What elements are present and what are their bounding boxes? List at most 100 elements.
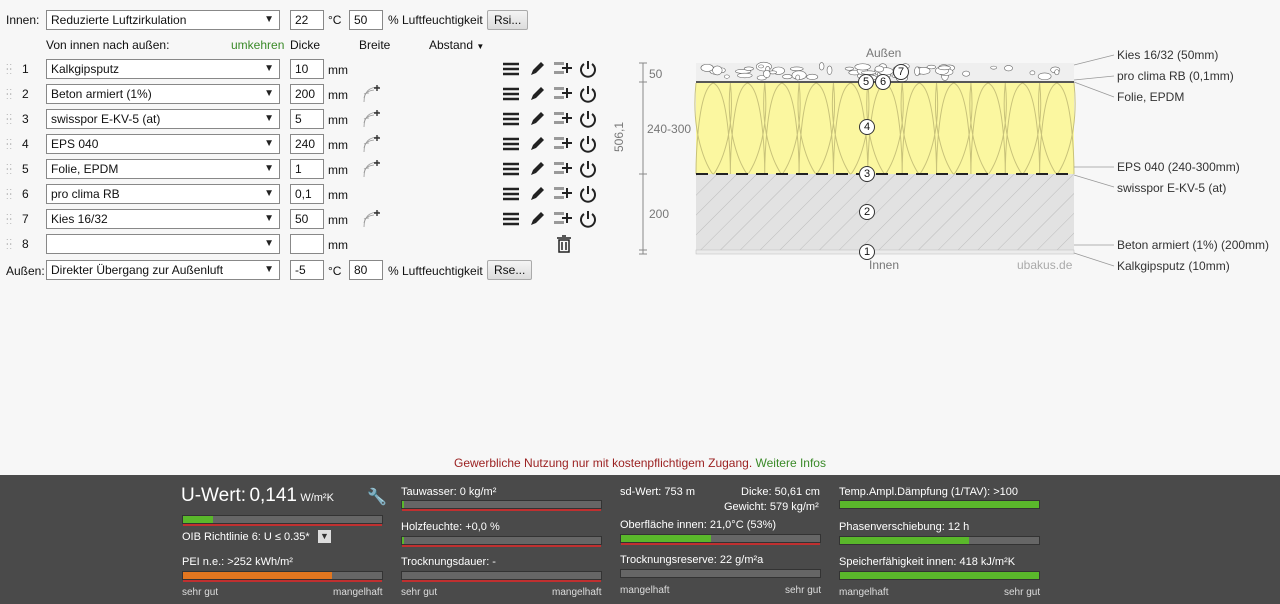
insert-layer-icon[interactable] <box>553 59 573 79</box>
thickness-input[interactable]: 240 <box>290 134 324 154</box>
add-wood-icon[interactable] <box>362 109 382 129</box>
uwert-bar <box>182 515 383 526</box>
menu-icon[interactable] <box>501 209 521 229</box>
commercial-notice: Gewerbliche Nutzung nur mit kostenpflich… <box>454 456 826 470</box>
menu-icon[interactable] <box>501 184 521 204</box>
insert-layer-icon[interactable] <box>553 134 573 154</box>
menu-icon[interactable] <box>501 134 521 154</box>
direction-label: Von innen nach außen: <box>46 38 170 52</box>
layer-number: 8 <box>22 237 29 251</box>
thickness-input[interactable]: 0,1 <box>290 184 324 204</box>
innen-humidity-input[interactable]: 50 <box>349 10 383 30</box>
aussen-label: Außen: <box>6 264 45 278</box>
material-select[interactable]: pro clima RB ▼ <box>46 184 280 204</box>
chevron-down-icon: ▼ <box>264 14 274 25</box>
add-wood-icon[interactable] <box>362 209 382 229</box>
reverse-link[interactable]: umkehren <box>231 38 285 52</box>
trocknungsreserve-label: Trocknungsreserve: 22 g/m²a <box>620 554 764 566</box>
insert-layer-icon[interactable] <box>553 184 573 204</box>
aussen-temp-input[interactable]: -5 <box>290 260 324 280</box>
power-icon[interactable] <box>578 159 598 179</box>
power-icon[interactable] <box>578 109 598 129</box>
thickness-input[interactable]: 1 <box>290 159 324 179</box>
insert-layer-icon[interactable] <box>553 159 573 179</box>
temp-unit: °C <box>328 264 342 278</box>
more-info-link[interactable]: Weitere Infos <box>755 456 826 470</box>
holzfeuchte-bar <box>401 536 602 547</box>
drag-handle-icon[interactable]: :::: <box>6 236 14 251</box>
power-icon[interactable] <box>578 84 598 104</box>
innen-climate-select[interactable]: Reduzierte Luftzirkulation ▼ <box>46 10 280 30</box>
trash-icon[interactable] <box>554 234 574 254</box>
material-select[interactable]: EPS 040 ▼ <box>46 134 280 154</box>
unit-label: mm <box>328 188 348 202</box>
dropdown-icon[interactable]: ▼ <box>318 530 331 543</box>
aussen-climate-select[interactable]: Direkter Übergang zur Außenluft ▼ <box>46 260 280 280</box>
spacing-header[interactable]: Abstand ▼ <box>429 38 485 52</box>
menu-icon[interactable] <box>501 159 521 179</box>
insert-layer-icon[interactable] <box>553 109 573 129</box>
tauwasser-label: Tauwasser: 0 kg/m² <box>401 486 497 498</box>
layer-number: 4 <box>22 137 29 151</box>
thickness-input[interactable] <box>290 234 324 254</box>
edit-pencil-icon[interactable] <box>527 84 547 104</box>
unit-label: mm <box>328 163 348 177</box>
humidity-label: % Luftfeuchtigkeit <box>388 264 483 278</box>
rsi-button[interactable]: Rsi... <box>487 10 529 30</box>
rse-button[interactable]: Rse... <box>487 260 533 280</box>
wrench-icon[interactable]: 🔧 <box>367 489 387 506</box>
menu-icon[interactable] <box>501 109 521 129</box>
drag-handle-icon[interactable]: :::: <box>6 61 14 76</box>
legend-item: swisspor E-KV-5 (at) <box>1117 181 1227 195</box>
edit-pencil-icon[interactable] <box>527 59 547 79</box>
thickness-input[interactable]: 200 <box>290 84 324 104</box>
insert-layer-icon[interactable] <box>553 84 573 104</box>
scale-good: sehr gut <box>785 585 822 596</box>
power-icon[interactable] <box>578 209 598 229</box>
material-select[interactable]: ▼ <box>46 234 280 254</box>
chevron-down-icon: ▼ <box>264 138 274 149</box>
add-wood-icon[interactable] <box>362 159 382 179</box>
drag-handle-icon[interactable]: :::: <box>6 86 14 101</box>
legend-item: Kies 16/32 (50mm) <box>1117 48 1219 62</box>
material-select[interactable]: Kalkgipsputz ▼ <box>46 59 280 79</box>
uwert-display: U-Wert: 0,141 W/m²K <box>181 485 334 506</box>
drag-handle-icon[interactable]: :::: <box>6 161 14 176</box>
material-select[interactable]: swisspor E-KV-5 (at) ▼ <box>46 109 280 129</box>
add-wood-icon[interactable] <box>362 134 382 154</box>
edit-pencil-icon[interactable] <box>527 184 547 204</box>
diagram-bottom-label: Innen <box>869 258 900 272</box>
edit-pencil-icon[interactable] <box>527 159 547 179</box>
power-icon[interactable] <box>578 184 598 204</box>
thickness-input[interactable]: 5 <box>290 109 324 129</box>
thickness-input[interactable]: 10 <box>290 59 324 79</box>
unit-label: mm <box>328 138 348 152</box>
trocknungsreserve-bar <box>620 569 821 578</box>
edit-pencil-icon[interactable] <box>527 209 547 229</box>
layer-marker: 6 <box>875 74 891 90</box>
innen-temp-input[interactable]: 22 <box>290 10 324 30</box>
menu-icon[interactable] <box>501 59 521 79</box>
drag-handle-icon[interactable]: :::: <box>6 186 14 201</box>
sdwert-label: sd-Wert: 753 m <box>620 486 695 498</box>
edit-pencil-icon[interactable] <box>527 134 547 154</box>
daempfung-bar <box>839 500 1040 509</box>
edit-pencil-icon[interactable] <box>527 109 547 129</box>
drag-handle-icon[interactable]: :::: <box>6 111 14 126</box>
thickness-input[interactable]: 50 <box>290 209 324 229</box>
daempfung-label: Temp.Ampl.Dämpfung (1/TAV): >100 <box>839 486 1019 498</box>
dim-total: 506,1 <box>612 121 626 152</box>
drag-handle-icon[interactable]: :::: <box>6 211 14 226</box>
scale-bad: mangelhaft <box>552 587 602 598</box>
material-select[interactable]: Folie, EPDM ▼ <box>46 159 280 179</box>
aussen-humidity-input[interactable]: 80 <box>349 260 383 280</box>
material-select[interactable]: Beton armiert (1%) ▼ <box>46 84 280 104</box>
menu-icon[interactable] <box>501 84 521 104</box>
drag-handle-icon[interactable]: :::: <box>6 136 14 151</box>
material-select[interactable]: Kies 16/32 ▼ <box>46 209 280 229</box>
add-wood-icon[interactable] <box>362 84 382 104</box>
unit-label: mm <box>328 63 348 77</box>
insert-layer-icon[interactable] <box>553 209 573 229</box>
power-icon[interactable] <box>578 134 598 154</box>
power-icon[interactable] <box>578 59 598 79</box>
